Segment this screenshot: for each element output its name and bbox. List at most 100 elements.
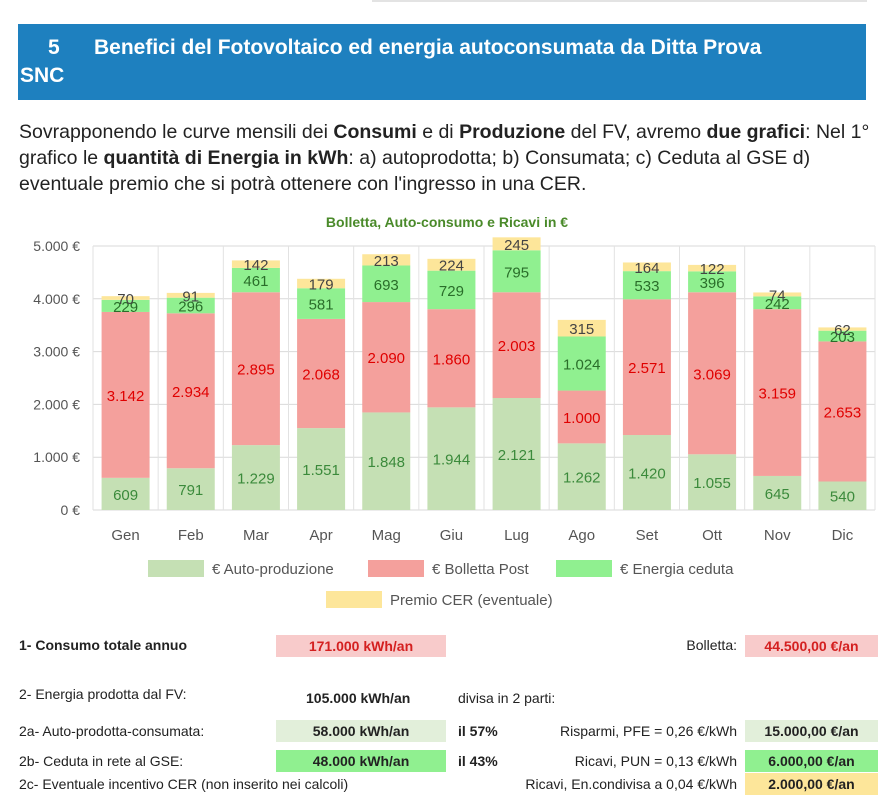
data-label: 2.068 bbox=[302, 367, 340, 384]
data-label: 122 bbox=[700, 261, 725, 278]
y-tick-label: 2.000 € bbox=[33, 396, 80, 412]
bar-segment bbox=[622, 299, 671, 436]
bar-segment bbox=[557, 390, 606, 444]
data-label: 1.551 bbox=[302, 462, 340, 479]
bar-segment bbox=[557, 336, 606, 391]
data-label: 1.848 bbox=[367, 454, 405, 471]
data-label: 3.159 bbox=[758, 386, 796, 403]
data-label: 315 bbox=[569, 321, 594, 338]
bar-segment bbox=[166, 313, 215, 469]
bar-segment bbox=[557, 319, 606, 337]
ceduta-pct: il 43% bbox=[458, 753, 498, 769]
bar-segment bbox=[231, 292, 280, 446]
section-header: 5 Benefici del Fotovoltaico ed energia a… bbox=[18, 24, 866, 100]
legend-label: € Auto-produzione bbox=[212, 561, 334, 578]
legend-swatch bbox=[148, 560, 204, 577]
data-label: 3.142 bbox=[107, 388, 145, 405]
intro-bold-due-grafici: due grafici bbox=[706, 121, 806, 143]
bar-segment bbox=[231, 445, 280, 510]
data-label: 2.571 bbox=[628, 360, 666, 377]
data-label: 791 bbox=[178, 482, 203, 499]
legend-swatch bbox=[326, 591, 382, 608]
bar-segment bbox=[688, 264, 737, 272]
data-label: 3.069 bbox=[693, 366, 731, 383]
data-label: 203 bbox=[830, 329, 855, 346]
data-label: 2.653 bbox=[824, 404, 862, 421]
section-title-line1: Benefici del Fotovoltaico ed energia aut… bbox=[94, 36, 762, 59]
data-label: 229 bbox=[113, 299, 138, 316]
y-tick-label: 0 € bbox=[61, 502, 81, 518]
data-label: 1.055 bbox=[693, 475, 731, 492]
data-label: 62 bbox=[834, 322, 851, 339]
data-label: 1.024 bbox=[563, 357, 601, 374]
bar-segment bbox=[492, 250, 541, 293]
summary-table: 1- Consumo totale annuo 171.000 kWh/an B… bbox=[0, 625, 895, 805]
bolletta-label: Bolletta: bbox=[686, 637, 737, 653]
data-label: 1.229 bbox=[237, 471, 275, 488]
bar-segment bbox=[818, 327, 867, 331]
intro-bold-consumi: Consumi bbox=[333, 121, 417, 143]
bar-segment bbox=[427, 407, 476, 510]
divisa-note: divisa in 2 parti: bbox=[458, 690, 556, 706]
intro-text-2: e di bbox=[416, 121, 460, 143]
bar-segment bbox=[753, 292, 802, 297]
data-label: 645 bbox=[765, 486, 790, 503]
x-tick-label: Mag bbox=[372, 527, 401, 544]
bar-segment bbox=[231, 267, 280, 293]
legend-swatch bbox=[368, 560, 424, 577]
bar-segment bbox=[101, 296, 150, 300]
data-label: 2.003 bbox=[498, 338, 536, 355]
intro-text-3: del FV, avremo bbox=[565, 121, 707, 143]
bar-segment bbox=[101, 299, 150, 312]
data-label: 1.262 bbox=[563, 470, 601, 487]
bar-segment bbox=[166, 468, 215, 510]
bar-segment bbox=[297, 288, 346, 319]
x-tick-label: Gen bbox=[111, 527, 139, 544]
consumo-label: 1- Consumo totale annuo bbox=[19, 637, 187, 653]
x-tick-label: Apr bbox=[309, 527, 332, 544]
legend-label: € Energia ceduta bbox=[620, 561, 734, 578]
x-tick-label: Ott bbox=[702, 527, 723, 544]
data-label: 70 bbox=[117, 291, 134, 308]
legend-label: € Bolletta Post bbox=[432, 561, 530, 578]
chart-title: Bolletta, Auto-consumo e Ricavi in € bbox=[326, 214, 568, 230]
energia-prodotta-label: 2- Energia prodotta dal FV: bbox=[19, 686, 187, 702]
auto-prodotta-label: 2a- Auto-prodotta-consumata: bbox=[19, 723, 205, 739]
data-label: 795 bbox=[504, 264, 529, 281]
data-label: 1.000 bbox=[563, 410, 601, 427]
intro-text-4: : Nel 1° grafico le bbox=[19, 121, 870, 169]
bar-segment bbox=[101, 311, 150, 478]
data-label: 164 bbox=[634, 260, 659, 277]
bar-segment bbox=[753, 475, 802, 510]
bar-segment bbox=[492, 398, 541, 510]
section-title-line2: SNC bbox=[20, 64, 65, 87]
auto-prodotta-pct: il 57% bbox=[458, 723, 498, 739]
data-label: 581 bbox=[309, 297, 334, 314]
ceduta-value: 48.000 kWh/an bbox=[276, 750, 446, 772]
stacked-bar-chart: Bolletta, Auto-consumo e Ricavi in € 0 € 1… bbox=[33, 214, 876, 609]
intro-text-5: : a) autoprodotta; b) Consumata; c) Cedu… bbox=[19, 147, 811, 195]
risparmi-label: Risparmi, PFE = 0,26 €/kWh bbox=[559, 723, 737, 739]
data-label: 142 bbox=[243, 257, 268, 274]
bar-segment bbox=[557, 443, 606, 510]
bar-segment bbox=[492, 237, 541, 251]
bar-segment bbox=[688, 454, 737, 510]
data-label: 74 bbox=[769, 287, 786, 304]
consumo-value: 171.000 kWh/an bbox=[276, 635, 446, 657]
data-label: 1.420 bbox=[628, 466, 666, 483]
bar-segment bbox=[622, 262, 671, 272]
bar-segment bbox=[362, 412, 411, 510]
x-tick-label: Nov bbox=[764, 527, 791, 544]
section-number: 5 bbox=[48, 36, 60, 59]
legend-swatch bbox=[556, 560, 612, 577]
bolletta-value: 44.500,00 €/an bbox=[745, 635, 878, 657]
bar-segment bbox=[622, 435, 671, 510]
data-label: 396 bbox=[700, 275, 725, 292]
bar-segment bbox=[362, 254, 411, 266]
bar-segment bbox=[622, 271, 671, 300]
bar-segment bbox=[427, 270, 476, 310]
data-label: 242 bbox=[765, 296, 790, 313]
x-tick-label: Feb bbox=[178, 527, 204, 544]
bar-segment bbox=[427, 258, 476, 271]
x-tick-label: Set bbox=[636, 527, 659, 544]
